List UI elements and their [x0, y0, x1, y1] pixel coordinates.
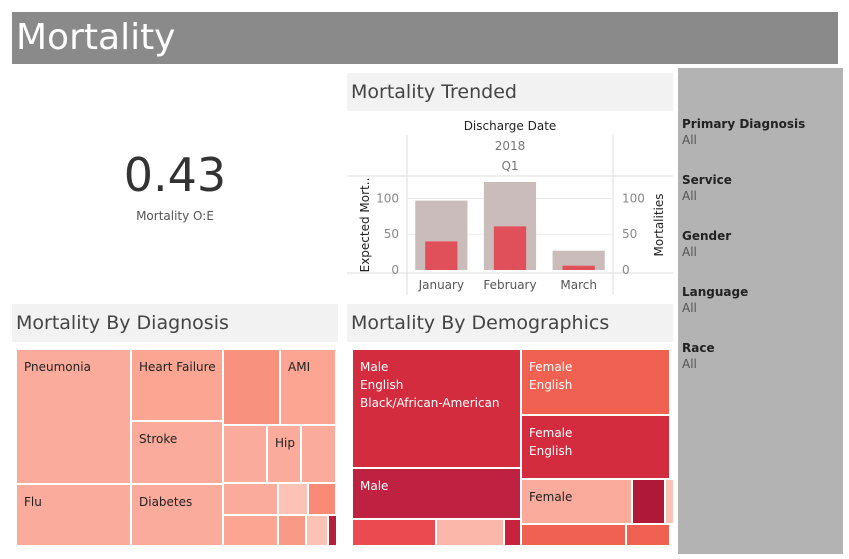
tile-label: Hip	[275, 436, 295, 450]
treemap-tile-unlabeled[interactable]	[504, 519, 521, 546]
dashboard-title: Mortality	[12, 12, 838, 64]
filter-title: Service	[682, 173, 732, 187]
kpi-label: Mortality O:E	[136, 209, 214, 223]
filter-gender[interactable]: Gender All	[682, 229, 731, 259]
treemap-tile-unlabeled[interactable]	[328, 515, 337, 546]
treemap-tile-male[interactable]: Male	[352, 468, 521, 519]
bar-mortalities[interactable]	[562, 265, 595, 270]
treemap-tile-unlabeled[interactable]	[521, 524, 626, 546]
filters-panel: Primary Diagnosis All Service All Gender…	[678, 68, 843, 554]
tile-label: English	[529, 444, 573, 458]
treemap-tile-female-english-2[interactable]: Female English	[521, 415, 670, 479]
treemap-tile-unlabeled[interactable]	[278, 515, 306, 546]
left-tick-label: 0	[391, 263, 399, 277]
right-tick-label: 0	[622, 263, 630, 277]
tile-label: Female	[529, 426, 573, 440]
bar-mortalities[interactable]	[493, 226, 527, 270]
treemap-tile-unlabeled[interactable]	[223, 483, 278, 515]
bar-expected-mortality[interactable]	[552, 250, 605, 270]
diagnosis-treemap[interactable]: Pneumonia Flu Heart Failure Stroke Diabe…	[16, 349, 337, 546]
tile-label: Flu	[24, 495, 42, 509]
treemap-tile-male-english-black[interactable]: Male English Black/African-American	[352, 349, 521, 468]
filter-service[interactable]: Service All	[682, 173, 732, 203]
category-label: February	[483, 278, 536, 292]
diagnosis-title: Mortality By Diagnosis	[12, 304, 338, 342]
treemap-tile-female[interactable]: Female	[521, 479, 632, 524]
treemap-tile-diabetes[interactable]: Diabetes	[131, 484, 223, 546]
trend-quarter-label: Q1	[501, 159, 518, 173]
right-tick-label: 100	[622, 191, 645, 205]
trend-title: Mortality Trended	[347, 73, 673, 111]
treemap-tile-unlabeled[interactable]	[632, 479, 665, 524]
tile-label: Female	[529, 490, 573, 504]
treemap-tile-stroke[interactable]: Stroke	[131, 421, 223, 484]
filter-title: Gender	[682, 229, 732, 243]
demographics-title: Mortality By Demographics	[347, 304, 673, 342]
tile-label: English	[360, 378, 404, 392]
left-axis-label: Expected Mort..	[358, 178, 372, 273]
right-tick-label: 50	[622, 227, 637, 241]
kpi-value: 0.43	[123, 148, 227, 202]
treemap-tile-heart-failure[interactable]: Heart Failure	[131, 349, 223, 421]
tile-label: Diabetes	[139, 495, 193, 509]
tile-label: Female	[529, 360, 573, 374]
treemap-tile-unlabeled[interactable]	[223, 349, 280, 425]
tile-label: Pneumonia	[24, 360, 91, 374]
category-label: March	[560, 278, 597, 292]
bar-mortalities[interactable]	[425, 241, 458, 270]
chart-bars	[415, 182, 605, 270]
mortality-trend-chart[interactable]: Discharge Date 2018 Q1 0 0 50 50 100 100 Janua…	[347, 115, 673, 300]
treemap-tile-unlabeled[interactable]	[308, 483, 336, 515]
filter-value[interactable]: All	[682, 245, 697, 259]
treemap-tile-unlabeled[interactable]	[436, 519, 504, 546]
treemap-tile-unlabeled[interactable]	[665, 479, 674, 524]
filter-value[interactable]: All	[682, 301, 697, 315]
treemap-tile-hip[interactable]: Hip	[267, 425, 301, 483]
filter-value[interactable]: All	[682, 357, 697, 371]
tile-label: AMI	[288, 360, 311, 374]
filter-title: Race	[682, 341, 715, 355]
filter-value[interactable]: All	[682, 189, 697, 203]
tile-label: Male	[360, 360, 389, 374]
filter-race[interactable]: Race All	[682, 341, 715, 371]
right-axis-label: Mortalities	[652, 193, 666, 256]
filter-title: Language	[682, 285, 749, 299]
treemap-tile-ami[interactable]: AMI	[280, 349, 336, 425]
trend-year-label: 2018	[495, 139, 526, 153]
treemap-tile-female-english-1[interactable]: Female English	[521, 349, 670, 415]
tile-label: English	[529, 378, 573, 392]
tile-label: Stroke	[139, 432, 178, 446]
treemap-tile-unlabeled[interactable]	[626, 524, 670, 546]
treemap-tile-unlabeled[interactable]	[223, 515, 278, 546]
filter-language[interactable]: Language All	[682, 285, 748, 315]
chart-ticks: 0 0 50 50 100 100 January February March	[376, 191, 645, 292]
treemap-tile-unlabeled[interactable]	[352, 519, 436, 546]
treemap-tile-unlabeled[interactable]	[278, 483, 308, 515]
treemap-tile-unlabeled[interactable]	[306, 515, 328, 546]
filter-primary-diagnosis[interactable]: Primary Diagnosis All	[682, 117, 805, 147]
treemap-tile-pneumonia[interactable]: Pneumonia	[16, 349, 131, 484]
filter-title: Primary Diagnosis	[682, 117, 806, 131]
demographics-treemap[interactable]: Male English Black/African-American Male…	[352, 349, 674, 546]
treemap-tile-flu[interactable]: Flu	[16, 484, 131, 546]
left-tick-label: 100	[376, 191, 399, 205]
treemap-tile-unlabeled[interactable]	[301, 425, 336, 483]
filter-value[interactable]: All	[682, 133, 697, 147]
category-label: January	[418, 278, 465, 292]
treemap-tile-unlabeled[interactable]	[223, 425, 267, 483]
tile-label: Male	[360, 479, 389, 493]
tile-label: Heart Failure	[139, 360, 216, 374]
tile-label: Black/African-American	[360, 396, 500, 410]
left-tick-label: 50	[384, 227, 399, 241]
trend-dimension-label: Discharge Date	[464, 119, 557, 133]
